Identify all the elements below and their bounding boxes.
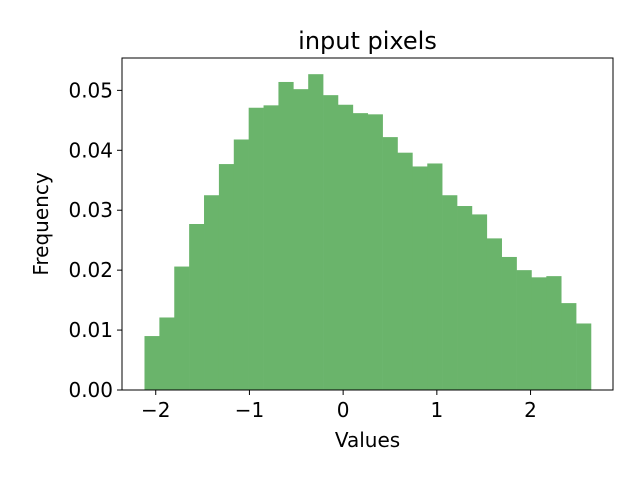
histogram-bar bbox=[501, 256, 517, 390]
histogram-bar bbox=[516, 270, 532, 390]
histogram-bar bbox=[397, 152, 413, 390]
y-axis-ticks: 0.00 0.01 0.02 0.03 0.04 0.05 bbox=[68, 78, 122, 402]
y-tick-label: 0.01 bbox=[68, 318, 113, 342]
histogram-bar bbox=[382, 137, 398, 390]
histogram-bar bbox=[427, 163, 443, 390]
histogram-bars bbox=[144, 74, 592, 391]
histogram-bar bbox=[352, 113, 369, 390]
histogram-bar bbox=[471, 214, 488, 390]
y-axis-label: Frequency bbox=[29, 172, 53, 275]
histogram-bar bbox=[204, 195, 220, 390]
y-tick-label: 0.02 bbox=[68, 258, 113, 282]
histogram-bar bbox=[442, 195, 458, 390]
histogram-bar bbox=[457, 206, 473, 390]
x-axis-label: Values bbox=[335, 428, 400, 452]
histogram-bar bbox=[248, 107, 264, 390]
x-tick-label: −1 bbox=[235, 398, 264, 422]
histogram-bar bbox=[159, 317, 175, 390]
histogram-bar bbox=[323, 95, 339, 390]
histogram-bar bbox=[367, 114, 383, 391]
histogram-bar bbox=[293, 89, 309, 391]
histogram-bar bbox=[233, 139, 249, 390]
histogram-bar bbox=[412, 166, 428, 390]
x-axis-ticks: −2 −1 0 1 2 bbox=[141, 390, 537, 422]
histogram-bar bbox=[189, 224, 205, 390]
histogram-bar bbox=[561, 303, 577, 390]
histogram-bar bbox=[144, 336, 160, 390]
axes-frame bbox=[121, 57, 614, 391]
histogram-bar bbox=[218, 164, 235, 390]
x-tick-label: 0 bbox=[337, 398, 350, 422]
y-tick-label: 0.00 bbox=[68, 378, 113, 402]
x-tick-label: −2 bbox=[141, 398, 170, 422]
x-tick-label: 2 bbox=[524, 398, 537, 422]
y-tick-label: 0.03 bbox=[68, 198, 113, 222]
x-tick-label: 1 bbox=[430, 398, 443, 422]
histogram-bar bbox=[576, 323, 592, 390]
histogram-bar bbox=[308, 74, 324, 390]
histogram-bar bbox=[546, 276, 562, 390]
y-tick-label: 0.05 bbox=[68, 78, 113, 102]
chart-title: input pixels bbox=[298, 27, 437, 55]
histogram-bar bbox=[174, 266, 190, 390]
histogram-bar bbox=[486, 238, 502, 390]
y-tick-label: 0.04 bbox=[68, 138, 113, 162]
histogram-bar bbox=[263, 105, 279, 390]
histogram-bar bbox=[278, 81, 294, 390]
histogram-bar bbox=[531, 277, 547, 390]
histogram-bar bbox=[337, 104, 354, 390]
